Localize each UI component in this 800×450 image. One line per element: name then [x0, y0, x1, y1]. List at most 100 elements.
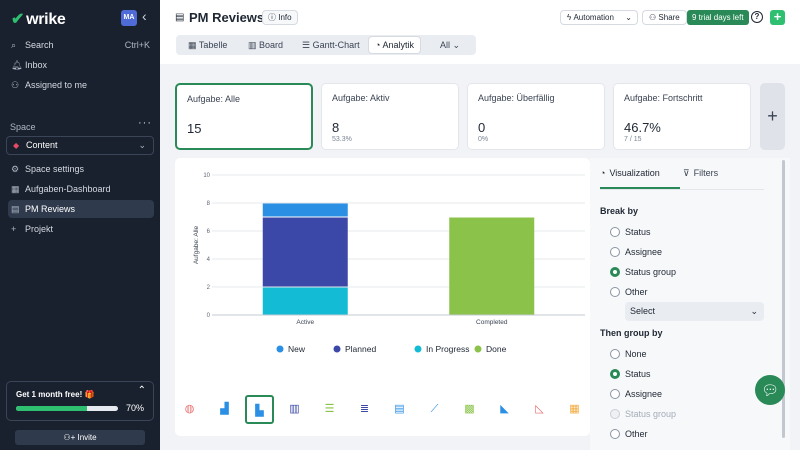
stacked-area-100-icon[interactable]: ▦	[560, 395, 589, 424]
radio-dot	[610, 267, 620, 277]
dashboard-icon: ▦	[11, 184, 20, 194]
radio-label: Status	[625, 227, 651, 237]
collapse-sidebar-icon[interactable]: ‹	[142, 8, 147, 24]
tab-tabelle[interactable]: ▦ Tabelle	[182, 37, 233, 53]
trial-title: Get 1 month free! 🎁	[16, 390, 95, 399]
tab-board[interactable]: ▥ Board	[242, 37, 289, 53]
info-label: Info	[278, 13, 292, 22]
grouped-bar-chart-icon[interactable]: ▙	[245, 395, 274, 424]
y-tick-label: 2	[207, 285, 211, 291]
add-metric-button[interactable]: +	[760, 83, 785, 150]
bar-segment	[449, 217, 535, 315]
trial-promo[interactable]: Get 1 month free! 🎁 ⌃ 70%	[6, 381, 154, 421]
stacked-area-chart-icon[interactable]: ◺	[525, 395, 554, 424]
line-chart-icon[interactable]: ⟋	[420, 395, 449, 424]
card-label: Aufgabe: Fortschritt	[624, 93, 703, 103]
search-icon: ⌕	[11, 40, 17, 50]
radio-dot	[610, 287, 620, 297]
board-icon: ▥	[248, 40, 260, 50]
wrike-logo[interactable]: ✔ wrike	[11, 11, 66, 28]
sidebar-item-dashboard[interactable]: ▦ Aufgaben-Dashboard	[8, 180, 154, 198]
search-nav-item[interactable]: ⌕ Search Ctrl+K	[8, 36, 154, 54]
tab-label: Board	[259, 40, 284, 50]
tab-label: Analytik	[382, 40, 414, 50]
invite-button[interactable]: ⚇+ Invite	[15, 430, 145, 445]
legend-label: New	[288, 344, 306, 354]
metric-card[interactable]: Aufgabe: Aktiv 8 53.3%	[321, 83, 459, 150]
chat-bubble-icon[interactable]: 💬︎	[755, 375, 785, 405]
radio-dot	[610, 369, 620, 379]
metric-card[interactable]: Aufgabe: Fortschritt 46.7% 7 / 15	[613, 83, 751, 150]
add-button[interactable]: +	[770, 10, 785, 25]
radio-label: Assignee	[625, 247, 663, 257]
y-tick-label: 10	[203, 173, 210, 179]
tab-all-dropdown[interactable]: All ⌄	[434, 37, 466, 53]
y-tick-label: 0	[207, 313, 211, 319]
divider	[600, 189, 764, 190]
list-icon: ▤	[175, 12, 185, 23]
metric-card[interactable]: Aufgabe: Überfällig 0 0%	[467, 83, 605, 150]
sidebar: ✔ wrike MA ‹ ⌕ Search Ctrl+K 🔔︎ Inbox ⚇ A…	[0, 0, 160, 450]
radio-dot	[610, 389, 620, 399]
chevron-up-icon[interactable]: ⌃	[137, 385, 146, 396]
help-icon[interactable]: ?	[751, 11, 763, 23]
avatar[interactable]: MA	[121, 10, 137, 26]
horizontal-grouped-icon[interactable]: ▤	[385, 395, 414, 424]
select-value: Select	[630, 306, 656, 316]
share-button[interactable]: ⚇ Share	[642, 10, 687, 25]
card-sub: 0%	[478, 136, 489, 143]
metric-card[interactable]: Aufgabe: Alle 15	[175, 83, 313, 150]
sidebar-item-label: Space settings	[25, 164, 85, 174]
trial-days-button[interactable]: 9 trial days left	[687, 10, 749, 25]
tab-filters[interactable]: ⊽ Filters	[683, 168, 718, 179]
space-selector[interactable]: ◆ Content ⌄	[6, 136, 154, 155]
card-value: 0	[478, 120, 486, 135]
add-user-icon: ⚇+	[63, 433, 78, 442]
tab-label: All	[440, 40, 451, 50]
assigned-label: Assigned to me	[25, 80, 88, 90]
chevron-down-icon: ⌄	[750, 306, 758, 316]
bar-chart-icon[interactable]: ▟	[210, 395, 239, 424]
horizontal-stacked-icon[interactable]: ≣	[350, 395, 379, 424]
scrollbar[interactable]	[782, 160, 785, 438]
break-by-heading: Break by	[600, 206, 639, 216]
trial-progress-fill	[16, 406, 88, 411]
more-icon[interactable]: ···	[138, 117, 152, 129]
trial-progress-label: 70%	[125, 403, 144, 413]
info-button[interactable]: ⓘ Info	[262, 10, 298, 25]
filter-icon: ⊽	[683, 168, 690, 178]
active-tab-indicator	[600, 187, 680, 189]
tab-analytik[interactable]: ◔ Analytik	[369, 37, 420, 53]
horizontal-bar-icon[interactable]: ☰	[315, 395, 344, 424]
assigned-nav-item[interactable]: ⚇ Assigned to me	[8, 76, 154, 94]
sidebar-item-space-settings[interactable]: ⚙ Space settings	[8, 160, 154, 178]
invite-label: Invite	[77, 433, 97, 442]
sidebar-item-pm-reviews[interactable]: ▤ PM Reviews	[8, 200, 154, 218]
legend-label: In Progress	[426, 344, 469, 354]
card-value: 8	[332, 120, 340, 135]
stacked-column-100-icon[interactable]: ▩	[455, 395, 484, 424]
users-icon: ⚇	[11, 80, 20, 90]
radio-label: Status	[625, 369, 651, 379]
area-chart-icon[interactable]: ◣	[490, 395, 519, 424]
legend-marker	[276, 345, 284, 353]
plus-icon: +	[11, 224, 17, 234]
y-tick-label: 6	[207, 229, 211, 235]
automation-button[interactable]: ϟ Automation ⌄	[560, 10, 638, 25]
tab-gantt-chart[interactable]: ☰ Gantt-Chart	[296, 37, 366, 53]
legend-marker	[333, 345, 341, 353]
donut-chart-icon[interactable]: ◍	[175, 395, 204, 424]
other-select[interactable]: Select ⌄	[625, 302, 764, 321]
bar-segment	[262, 217, 348, 287]
card-label: Aufgabe: Überfällig	[478, 93, 555, 103]
inbox-nav-item[interactable]: 🔔︎ Inbox	[8, 56, 154, 74]
chevron-down-icon[interactable]: ⌄	[625, 13, 632, 22]
lightning-icon: ϟ	[567, 13, 574, 22]
tab-visualization[interactable]: ◔ Visualization	[600, 168, 660, 178]
sidebar-item-label: Projekt	[25, 224, 54, 234]
tab-label: Gantt-Chart	[312, 40, 360, 50]
radio-dot	[610, 227, 620, 237]
sidebar-item-label: PM Reviews	[25, 204, 76, 214]
sidebar-item-projekt[interactable]: + Projekt	[8, 220, 154, 238]
stacked-bar-chart-icon[interactable]: ▥	[280, 395, 309, 424]
